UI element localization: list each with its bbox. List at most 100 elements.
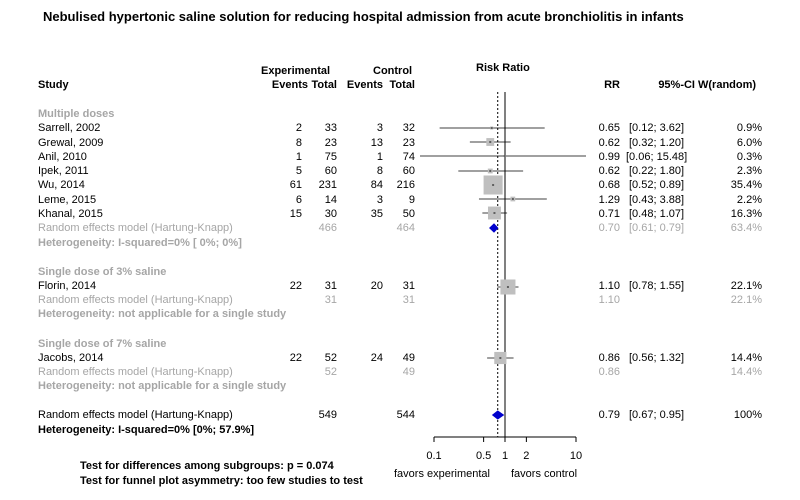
ci-value: [0.48; 1.07] xyxy=(629,208,685,220)
events-experimental: 2 xyxy=(295,122,302,134)
header-rr: RR xyxy=(604,79,620,91)
ci-value: [0.61; 0.79] xyxy=(629,222,685,234)
events-experimental: 5 xyxy=(295,165,302,177)
header-study: Study xyxy=(38,79,69,91)
events-control: 20 xyxy=(370,280,383,292)
total-experimental: 52 xyxy=(324,366,337,378)
total-experimental: 31 xyxy=(324,294,337,306)
total-control: 544 xyxy=(396,409,415,421)
ci-value: [0.32; 1.20] xyxy=(629,137,685,149)
total-control: 464 xyxy=(396,222,415,234)
model-label: Random effects model (Hartung-Knapp) xyxy=(38,222,233,234)
events-experimental: 1 xyxy=(295,151,302,163)
weight-value: 0.3% xyxy=(736,151,762,163)
header-events-control: Events xyxy=(346,79,383,91)
overall-heterogeneity-label: Heterogeneity: I-squared=0% [0%; 57.9%] xyxy=(38,424,255,436)
header-weight: W(random) xyxy=(698,79,757,91)
rr-value: 0.62 xyxy=(598,165,620,177)
events-control: 1 xyxy=(376,151,383,163)
x-axis-tick-label: 0.5 xyxy=(476,450,491,462)
favors-experimental-label: favors experimental xyxy=(394,468,490,480)
subgroup-diamond xyxy=(489,223,499,233)
subgroup-label: Multiple doses xyxy=(38,108,115,120)
ci-value: [0.56; 1.32] xyxy=(629,352,685,364)
ci-value: [0.67; 0.95] xyxy=(629,409,685,421)
subgroup-label: Single dose of 7% saline xyxy=(38,338,167,350)
events-control: 35 xyxy=(370,208,383,220)
total-experimental: 52 xyxy=(324,352,337,364)
model-label: Random effects model (Hartung-Knapp) xyxy=(38,294,233,306)
rr-value: 0.99 xyxy=(598,151,620,163)
events-control: 13 xyxy=(370,137,383,149)
overall-diamond xyxy=(491,410,505,420)
subgroup-test-note: Test for differences among subgroups: p … xyxy=(80,460,334,472)
chart-title: Nebulised hypertonic saline solution for… xyxy=(43,9,684,24)
model-label: Random effects model (Hartung-Knapp) xyxy=(38,366,233,378)
weight-value: 63.4% xyxy=(730,222,762,234)
rr-value: 1.29 xyxy=(598,194,620,206)
study-name: Leme, 2015 xyxy=(38,194,97,206)
events-experimental: 15 xyxy=(289,208,302,220)
weight-value: 22.1% xyxy=(730,294,762,306)
study-name: Wu, 2014 xyxy=(38,179,85,191)
x-axis-tick-label: 2 xyxy=(523,450,529,462)
total-control: 60 xyxy=(402,165,415,177)
weight-value: 35.4% xyxy=(730,179,762,191)
total-control: 49 xyxy=(402,366,415,378)
weight-value: 0.9% xyxy=(736,122,762,134)
rr-value: 1.10 xyxy=(598,280,620,292)
header-total-experimental: Total xyxy=(311,79,337,91)
header-experimental: Experimental xyxy=(261,65,331,77)
events-control: 3 xyxy=(376,194,383,206)
total-control: 32 xyxy=(402,122,415,134)
ci-value: [0.78; 1.55] xyxy=(629,280,685,292)
rr-value: 0.68 xyxy=(598,179,620,191)
x-axis-tick-label: 0.1 xyxy=(426,450,441,462)
header-ci: 95%-CI xyxy=(658,79,695,91)
study-name: Grewal, 2009 xyxy=(38,137,104,149)
total-control: 31 xyxy=(402,294,415,306)
header-events-experimental: Events xyxy=(271,79,308,91)
events-experimental: 22 xyxy=(289,280,302,292)
header-total-control: Total xyxy=(389,79,415,91)
total-experimental: 31 xyxy=(324,280,337,292)
heterogeneity-label: Heterogeneity: not applicable for a sing… xyxy=(38,308,287,320)
weight-value: 6.0% xyxy=(736,137,762,149)
study-name: Sarrell, 2002 xyxy=(38,122,101,134)
total-control: 31 xyxy=(402,280,415,292)
x-axis-tick-label: 1 xyxy=(502,450,508,462)
study-name: Florin, 2014 xyxy=(38,280,97,292)
ci-value: [0.22; 1.80] xyxy=(629,165,685,177)
x-axis-tick-label: 10 xyxy=(570,450,582,462)
total-experimental: 549 xyxy=(318,409,337,421)
total-experimental: 466 xyxy=(318,222,337,234)
study-name: Ipek, 2011 xyxy=(38,165,89,177)
events-experimental: 22 xyxy=(289,352,302,364)
funnel-test-note: Test for funnel plot asymmetry: too few … xyxy=(80,475,363,487)
weight-value: 14.4% xyxy=(730,366,762,378)
total-experimental: 30 xyxy=(324,208,337,220)
favors-control-label: favors control xyxy=(511,468,578,480)
events-control: 8 xyxy=(376,165,383,177)
rr-value: 0.86 xyxy=(598,352,620,364)
ci-value: [0.43; 3.88] xyxy=(629,194,685,206)
total-control: 50 xyxy=(402,208,415,220)
weight-value: 16.3% xyxy=(730,208,762,220)
total-experimental: 14 xyxy=(324,194,337,206)
total-control: 9 xyxy=(408,194,415,206)
total-experimental: 231 xyxy=(318,179,337,191)
total-experimental: 23 xyxy=(324,137,337,149)
heterogeneity-label: Heterogeneity: I-squared=0% [ 0%; 0%] xyxy=(38,237,242,249)
total-experimental: 33 xyxy=(324,122,337,134)
rr-value: 1.10 xyxy=(598,294,620,306)
rr-value: 0.79 xyxy=(598,409,620,421)
study-name: Khanal, 2015 xyxy=(38,208,103,220)
rr-value: 0.70 xyxy=(598,222,620,234)
rr-value: 0.71 xyxy=(598,208,620,220)
rr-value: 0.62 xyxy=(598,137,620,149)
events-experimental: 6 xyxy=(295,194,302,206)
heterogeneity-label: Heterogeneity: not applicable for a sing… xyxy=(38,380,287,392)
events-control: 3 xyxy=(376,122,383,134)
events-experimental: 61 xyxy=(289,179,302,191)
